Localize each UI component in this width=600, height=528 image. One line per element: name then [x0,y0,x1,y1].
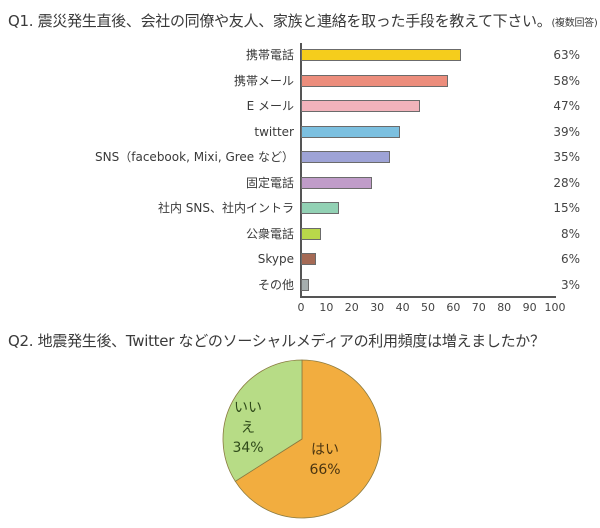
bar [301,278,309,291]
bar [301,125,401,138]
x-tick-label: 20 [344,301,359,314]
bar-label: 携帯電話 [245,48,294,62]
x-tick-label: 0 [297,301,305,314]
x-tick-label: 80 [497,301,512,314]
x-axis-line [300,296,556,298]
bar-value-label: 58% [553,73,580,88]
bar-label: Skype [257,252,294,266]
q1-note: (複数回答) [551,18,598,29]
x-tick-label: 100 [544,301,566,314]
bar [301,253,317,265]
bar [301,49,462,61]
x-tick-label: 50 [421,301,435,314]
bar-label: 携帯メール [233,73,294,88]
x-tick-label: 30 [370,301,385,314]
bar-label: E メール [246,99,294,113]
pie-label-yes-value: 66% [309,462,341,478]
x-tick-label: 90 [522,301,537,314]
y-axis-line [300,43,302,297]
bar-label: twitter [254,124,294,139]
bar-value-label: 35% [553,150,580,164]
bar-value-label: 47% [553,99,580,113]
bar [301,227,322,240]
x-tick-label: 70 [471,301,486,314]
bar-value-label: 3% [560,277,580,292]
bar [301,202,340,214]
bar [301,176,373,189]
bar-value-label: 63% [553,48,580,62]
bar-value-label: 8% [560,226,580,241]
bar-value-label: 15% [553,201,580,215]
q1-title: Q1. 震災発生直後、会社の同僚や友人、家族と連絡を取った手段を教えて下さい。(… [8,10,598,31]
bar [301,74,449,87]
bar-label: その他 [257,277,294,292]
bar [301,100,421,112]
x-tick-label: 10 [319,301,334,314]
bar-label: 公衆電話 [245,226,294,241]
pie-label-yes-name: はい [311,442,339,458]
x-tick-label: 40 [395,301,410,314]
bar-value-label: 6% [560,252,580,266]
bar-value-label: 28% [553,175,580,190]
pie-label-yes: はい 66% [305,440,345,480]
pie-slice-no [222,359,303,482]
pie-slice-yes [234,359,382,519]
bar-label: SNS（facebook, Mixi, Gree など） [95,150,294,164]
x-tick-label: 60 [446,301,461,314]
bar [301,151,390,163]
pie-label-no: いいえ 34% [228,398,268,458]
bar-value-label: 39% [553,124,580,139]
pie-label-no-name: いいえ [234,400,262,436]
pie-label-no-value: 34% [232,440,264,456]
q1-title-text: Q1. 震災発生直後、会社の同僚や友人、家族と連絡を取った手段を教えて下さい。 [8,12,552,30]
bar-label: 社内 SNS、社内イントラ [157,201,294,215]
pie-svg [222,359,382,519]
bar-label: 固定電話 [245,175,294,190]
q2-title: Q2. 地震発生後、Twitter などのソーシャルメディアの利用頻度は増えまし… [8,332,545,350]
